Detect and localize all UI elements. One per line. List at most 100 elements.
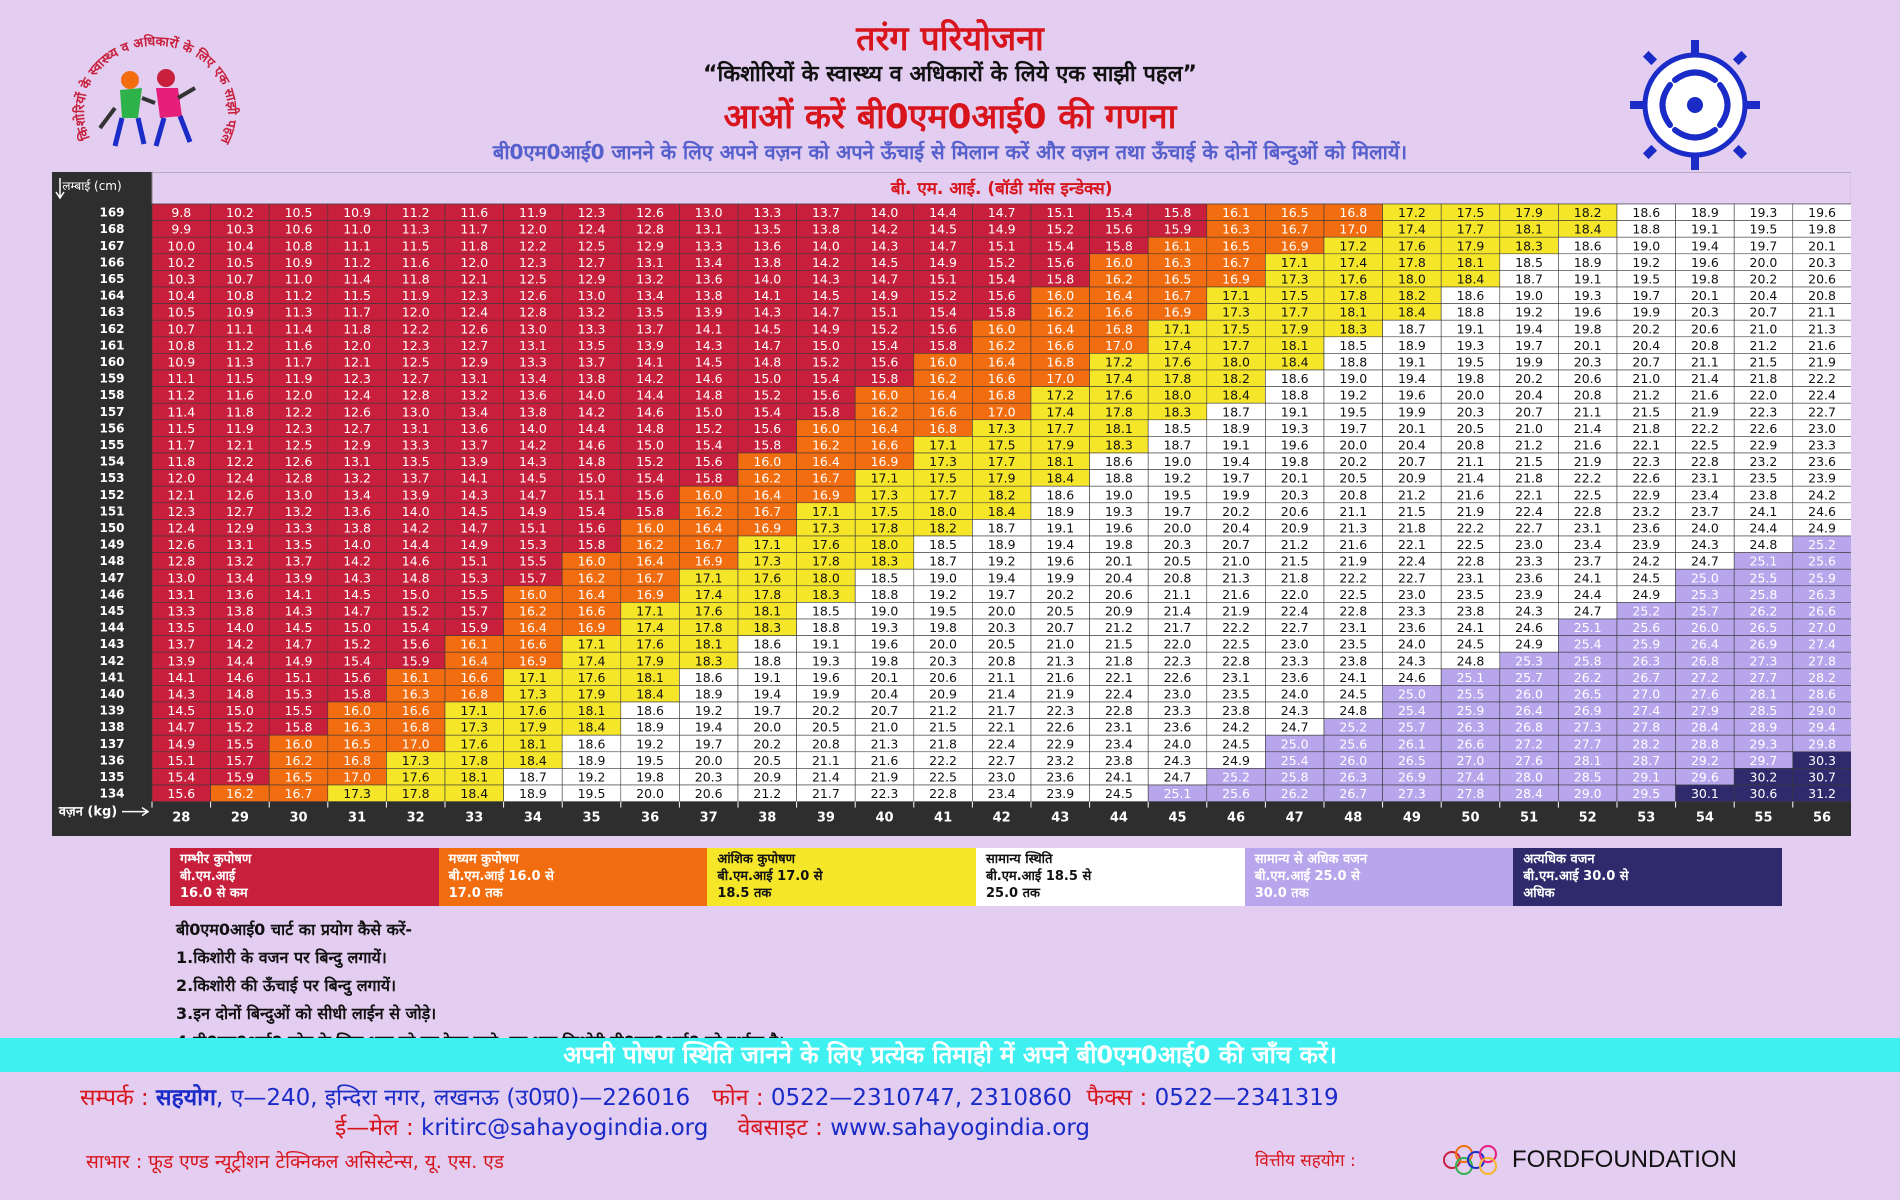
bmi-value-label: 18.3: [1515, 238, 1543, 253]
bmi-value-label: 22.4: [1281, 603, 1309, 618]
bmi-value-label: 17.0: [402, 736, 430, 751]
bmi-value-label: 17.3: [753, 554, 781, 569]
bmi-value-label: 20.3: [1457, 404, 1485, 419]
height-tick-label: 142: [99, 654, 124, 668]
bmi-value-label: 16.1: [402, 670, 430, 685]
legend-range: बी.एम.आई 30.0 से: [1523, 869, 1629, 884]
bmi-value-label: 14.1: [167, 670, 195, 685]
bmi-value-label: 14.2: [871, 222, 899, 237]
bmi-value-label: 20.0: [929, 637, 957, 652]
bmi-value-label: 14.3: [753, 305, 781, 320]
bmi-value-label: 24.7: [1574, 603, 1602, 618]
bmi-value-label: 12.5: [285, 437, 313, 452]
bmi-value-label: 27.8: [1632, 720, 1660, 735]
bmi-value-label: 16.2: [929, 371, 957, 386]
bmi-value-label: 20.4: [1398, 437, 1426, 452]
bmi-value-label: 13.1: [636, 255, 664, 270]
bmi-value-label: 12.4: [578, 222, 606, 237]
email-link[interactable]: kritirc@sahayogindia.org: [421, 1115, 709, 1141]
bmi-value-label: 27.0: [1457, 753, 1485, 768]
bmi-value-label: 21.5: [1750, 354, 1778, 369]
bmi-value-label: 19.1: [1046, 520, 1074, 535]
bmi-value-label: 27.2: [1515, 736, 1543, 751]
bmi-value-label: 12.1: [167, 487, 195, 502]
bmi-value-label: 16.9: [753, 520, 781, 535]
bmi-value-label: 24.3: [1281, 703, 1309, 718]
bmi-value-label: 28.5: [1574, 769, 1602, 784]
website-link[interactable]: www.sahayogindia.org: [830, 1115, 1090, 1141]
bmi-value-label: 21.6: [1457, 487, 1485, 502]
bmi-value-label: 23.0: [1164, 686, 1192, 701]
bmi-value-label: 17.3: [988, 421, 1016, 436]
bmi-value-label: 18.4: [1222, 388, 1250, 403]
howto-title: बी0एम0आई0 चार्ट का प्रयोग कैसे करें-: [176, 920, 413, 939]
bmi-value-label: 16.2: [871, 404, 899, 419]
bmi-value-label: 17.8: [1398, 255, 1426, 270]
height-tick-label: 169: [99, 206, 124, 220]
bmi-value-label: 26.7: [1339, 786, 1367, 801]
bmi-value-label: 16.2: [988, 338, 1016, 353]
bmi-value-label: 22.2: [1457, 520, 1485, 535]
bmi-value-label: 23.1: [1457, 570, 1485, 585]
bmi-value-label: 26.3: [1457, 720, 1485, 735]
legend-range: बी.एम.आई 16.0 से: [448, 869, 554, 884]
bmi-value-label: 25.6: [1339, 736, 1367, 751]
bmi-value-label: 23.6: [1164, 720, 1192, 735]
bmi-value-label: 17.6: [1339, 271, 1367, 286]
bmi-value-label: 18.8: [1457, 305, 1485, 320]
bmi-value-label: 13.8: [343, 520, 371, 535]
bmi-value-label: 13.1: [226, 537, 254, 552]
bmi-value-label: 28.1: [1574, 753, 1602, 768]
how-to-use: बी0एम0आई0 चार्ट का प्रयोग कैसे करें- 1.क…: [176, 916, 784, 1056]
bmi-value-label: 30.7: [1808, 769, 1836, 784]
bmi-value-label: 25.7: [1691, 603, 1719, 618]
legend-head: सामान्य से अधिक वजन: [1254, 852, 1368, 867]
bmi-value-label: 23.6: [1281, 670, 1309, 685]
bmi-value-label: 13.4: [636, 288, 664, 303]
bmi-value-label: 12.3: [519, 255, 547, 270]
bmi-value-label: 21.6: [1046, 670, 1074, 685]
bmi-value-label: 23.3: [1164, 703, 1192, 718]
bmi-value-label: 16.7: [1164, 288, 1192, 303]
bmi-value-label: 16.0: [753, 454, 781, 469]
bmi-value-label: 21.0: [871, 720, 899, 735]
weight-tick-label: 35: [582, 811, 600, 826]
bmi-value-label: 22.3: [871, 786, 899, 801]
bmi-value-label: 17.1: [871, 471, 899, 486]
bmi-value-label: 18.4: [1457, 271, 1485, 286]
bmi-value-label: 12.2: [285, 404, 313, 419]
bmi-value-label: 21.1: [1457, 454, 1485, 469]
bmi-value-label: 26.6: [1808, 603, 1836, 618]
bmi-value-label: 21.1: [988, 670, 1016, 685]
bmi-value-label: 24.5: [1457, 637, 1485, 652]
bmi-value-label: 21.4: [988, 686, 1016, 701]
bmi-value-label: 15.2: [812, 354, 840, 369]
bmi-value-label: 20.5: [1046, 603, 1074, 618]
bmi-value-label: 25.2: [1632, 603, 1660, 618]
weight-tick-label: 51: [1520, 811, 1538, 826]
bmi-value-label: 22.0: [1281, 587, 1309, 602]
bmi-value-label: 15.4: [871, 338, 899, 353]
bmi-value-label: 21.4: [1691, 371, 1719, 386]
bmi-value-label: 24.1: [1750, 504, 1778, 519]
bmi-value-label: 18.1: [695, 637, 723, 652]
bmi-value-label: 11.1: [226, 321, 254, 336]
bmi-value-label: 17.1: [1281, 255, 1309, 270]
bmi-value-label: 26.5: [1574, 686, 1602, 701]
bmi-value-label: 20.8: [1691, 338, 1719, 353]
height-tick-label: 151: [99, 504, 124, 518]
bmi-value-label: 28.1: [1750, 686, 1778, 701]
bmi-value-label: 17.9: [636, 653, 664, 668]
bmi-value-label: 19.5: [1164, 487, 1192, 502]
height-tick-label: 156: [99, 421, 124, 435]
bmi-value-label: 17.1: [636, 603, 664, 618]
weight-tick-label: 30: [289, 811, 307, 826]
bmi-value-label: 21.6: [1339, 537, 1367, 552]
bmi-value-label: 16.1: [1164, 238, 1192, 253]
bmi-value-label: 22.5: [929, 769, 957, 784]
bmi-value-label: 11.0: [285, 271, 313, 286]
bmi-value-label: 22.9: [1750, 437, 1778, 452]
bmi-value-label: 23.2: [1046, 753, 1074, 768]
bmi-value-label: 27.7: [1574, 736, 1602, 751]
tarang-logo: किशोरियों के स्वास्थ्य व अधिकारों के लिए…: [72, 33, 241, 147]
